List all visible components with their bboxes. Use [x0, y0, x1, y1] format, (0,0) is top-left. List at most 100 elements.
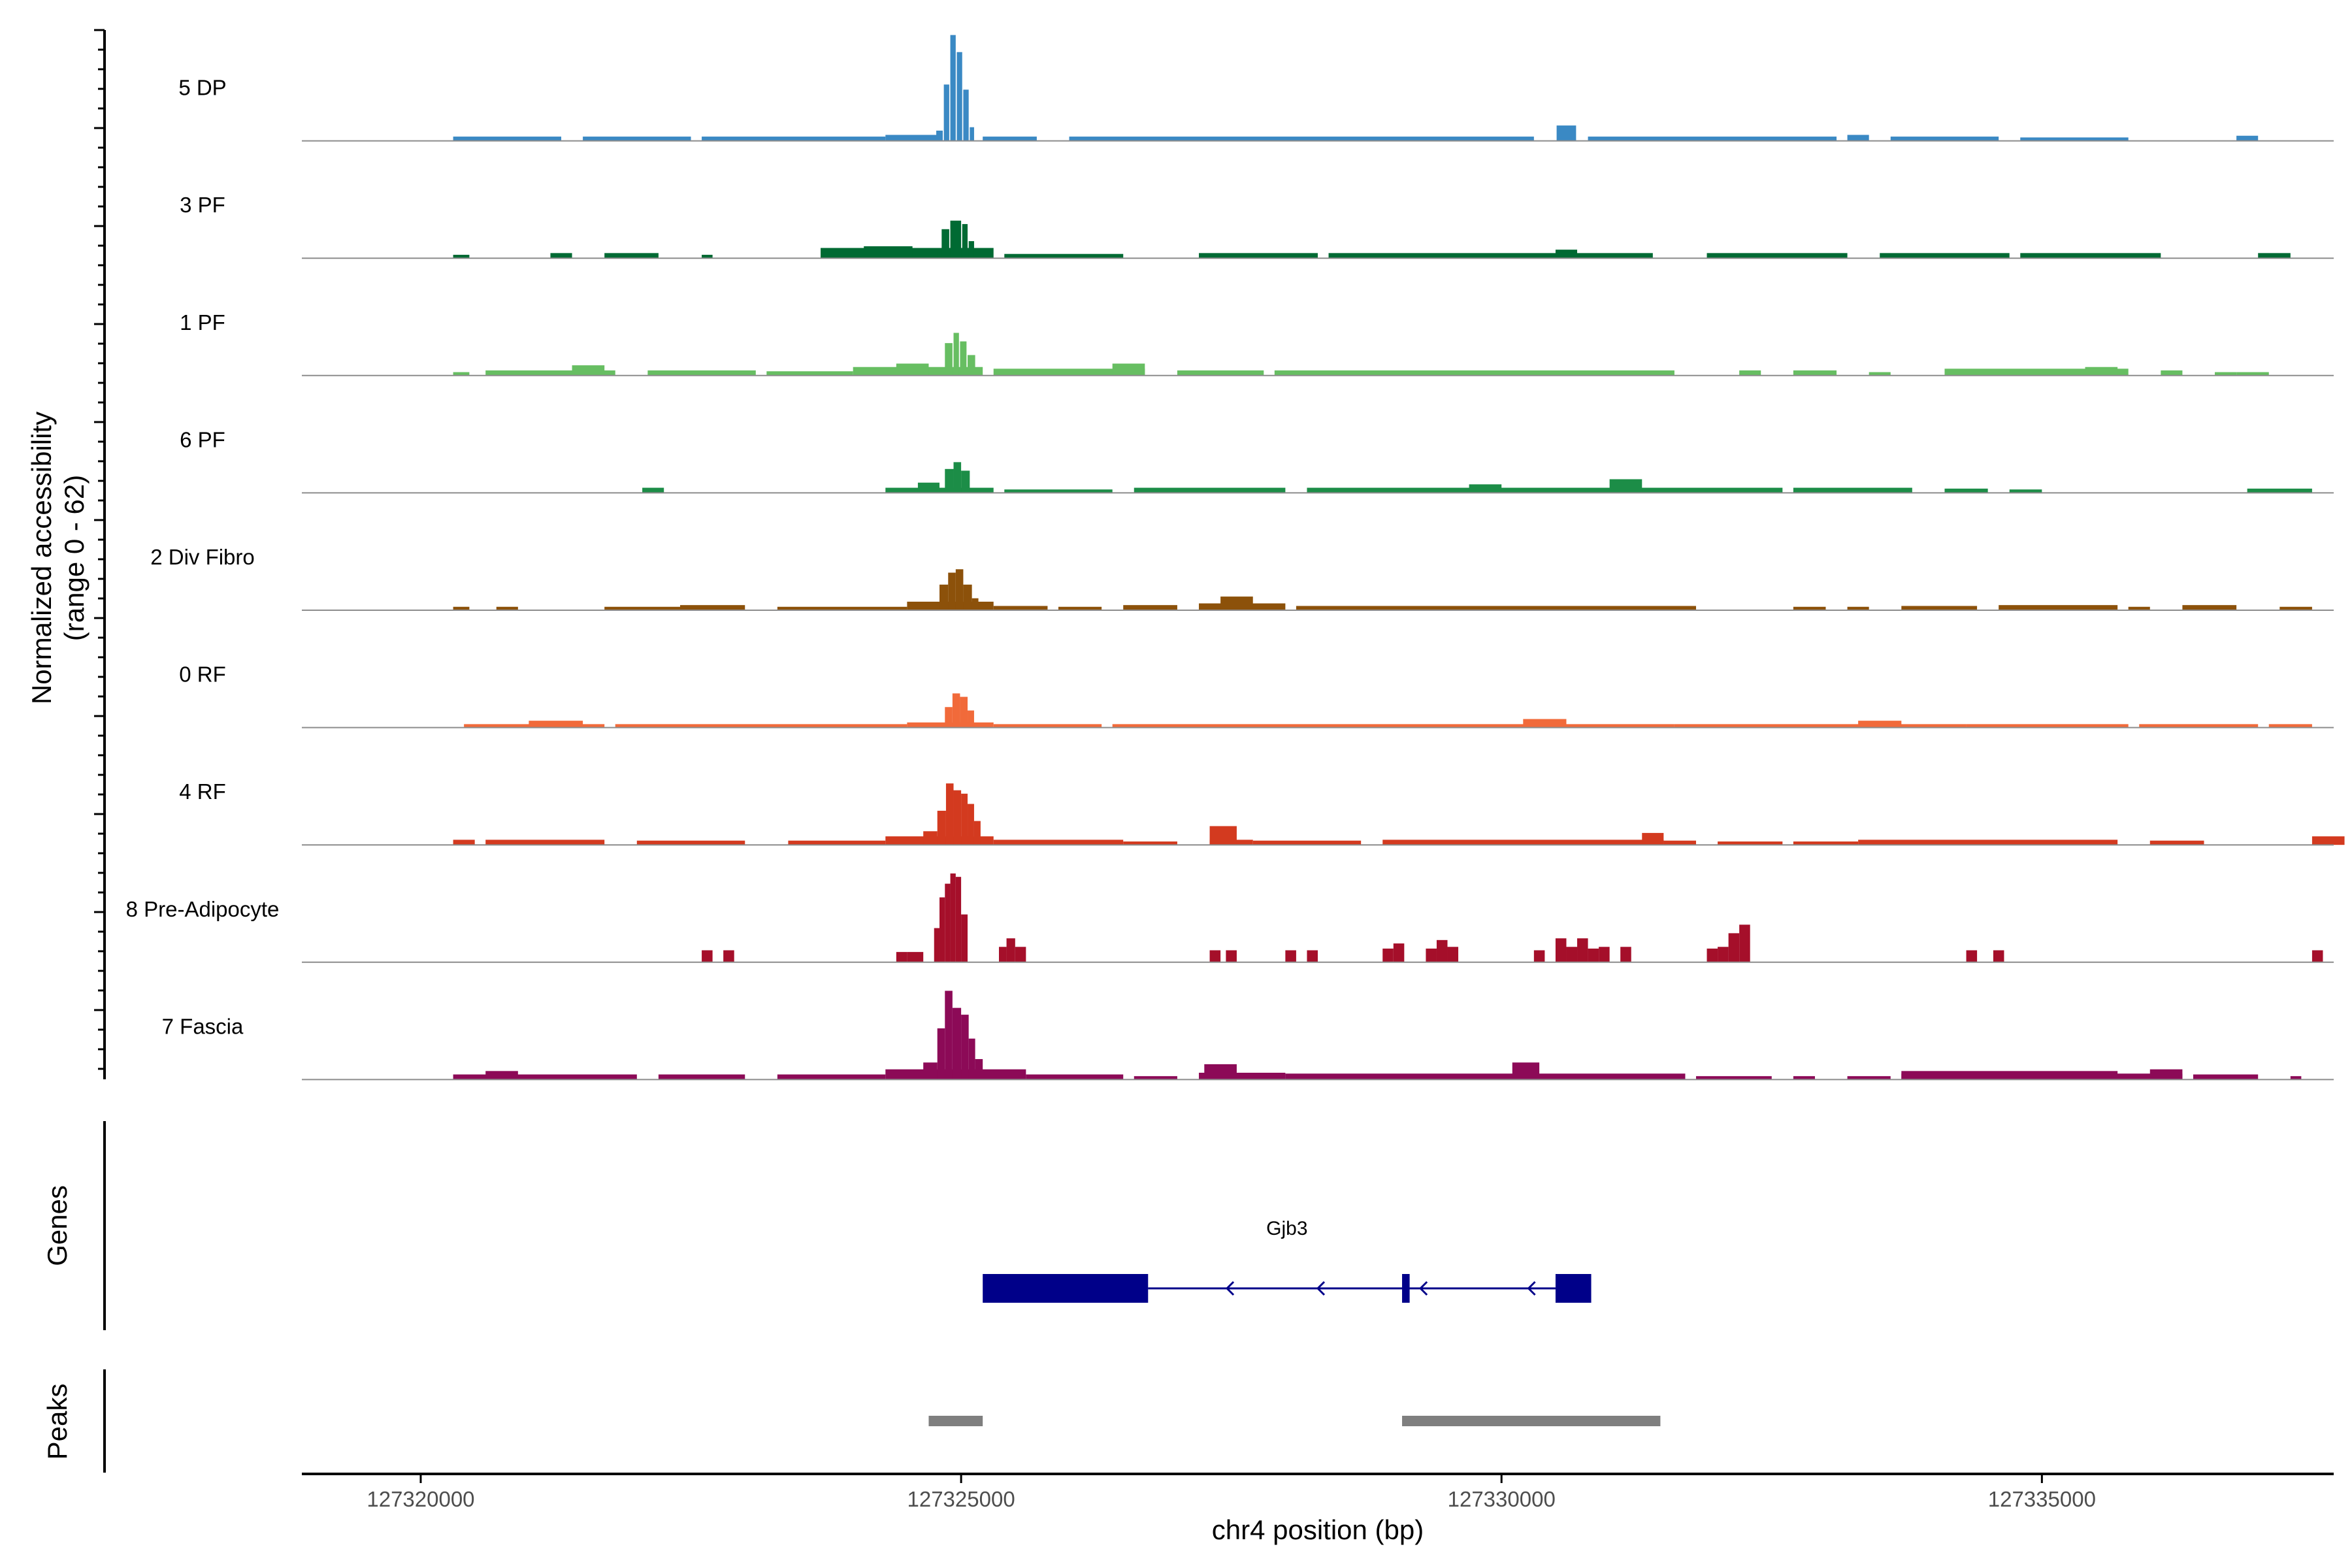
coverage-peak-mark [1307, 950, 1318, 962]
coverage-peak-mark [1718, 947, 1729, 962]
peak-regions [928, 1416, 1661, 1426]
coverage-background-mark [550, 253, 572, 259]
coverage-peak-mark [1993, 950, 2004, 962]
coverage-peak-mark [1555, 938, 1567, 962]
coverage-peak-mark [968, 804, 974, 845]
coverage-peak-mark [1620, 947, 1631, 962]
coverage-background-mark [2193, 1074, 2259, 1080]
coverage-peak-mark [1642, 832, 1664, 845]
coverage-background-mark [1123, 841, 1177, 845]
coverage-peak-mark [702, 950, 713, 962]
y-axis-title-line2: (range 0 - 62) [59, 475, 90, 641]
coverage-background-mark [2020, 253, 2161, 259]
coverage-background-mark [496, 606, 518, 610]
coverage-peak-mark [1966, 950, 1978, 962]
coverage-background-mark [1739, 370, 1761, 376]
coverage-background-mark [1999, 605, 2118, 610]
coverage-peak-mark [961, 1015, 969, 1080]
coverage-background-mark [2128, 606, 2150, 610]
coverage-background-mark [993, 368, 1145, 376]
x-axis-title: chr4 position (bp) [1212, 1514, 1424, 1545]
coverage-background-mark [1328, 253, 1653, 259]
coverage-peak-mark [934, 928, 940, 962]
coverage-background-mark [788, 840, 886, 845]
coverage-background-mark [2247, 488, 2312, 493]
coverage-peak-mark [945, 707, 953, 728]
coverage-background-mark [636, 840, 745, 845]
coverage-peak-mark [1533, 950, 1545, 962]
gene-exon [1402, 1274, 1410, 1303]
coverage-peak-mark [1566, 947, 1578, 962]
track-6: 4 RF [179, 779, 2345, 846]
gene-name-label: Gjb3 [1266, 1218, 1307, 1239]
coverage-background-mark [1069, 137, 1534, 141]
coverage-background-mark [1307, 487, 1783, 493]
track-label: 1 PF [180, 310, 225, 335]
coverage-peak-mark [572, 365, 605, 376]
coverage-background-mark [658, 1074, 745, 1080]
coverage-background-mark [1847, 135, 1869, 141]
coverage-background-mark [604, 606, 680, 610]
coverage-peak-mark [1599, 947, 1610, 962]
coverage-peak-mark [1609, 479, 1642, 493]
coverage-background-mark [1252, 840, 1362, 845]
coverage-background-mark [2161, 370, 2183, 376]
coverage-background-mark [1382, 840, 1664, 845]
coverage-peak-mark [968, 241, 974, 259]
coverage-peak-mark [1447, 947, 1459, 962]
coverage-peak-mark [1285, 950, 1296, 962]
coverage-background-mark [1134, 487, 1286, 493]
peaks-panel-title: Peaks [42, 1384, 73, 1460]
coverage-peak-mark [943, 84, 949, 141]
track-7: 8 Pre-Adipocyte [126, 873, 2334, 963]
coverage-background-mark [2279, 606, 2312, 610]
coverage-background-mark [485, 370, 615, 376]
coverage-background-mark [2020, 137, 2129, 141]
coverage-peak-mark [1556, 125, 1576, 141]
coverage-peak-mark [1512, 1062, 1540, 1080]
coverage-peak-mark [1112, 363, 1145, 376]
coverage-background-mark [2236, 135, 2259, 141]
coverage-background-mark [983, 137, 1037, 141]
coverage-background-mark [885, 135, 940, 141]
coverage-peak-mark [1436, 939, 1448, 962]
coverage-background-mark [453, 137, 562, 141]
coverage-peak-mark [960, 341, 967, 376]
coverage-background-mark [2182, 605, 2237, 610]
coverage-background-mark [777, 1074, 886, 1080]
coverage-peak-mark [936, 130, 943, 141]
coverage-background-mark [777, 606, 907, 610]
coverage-peak-mark [973, 821, 981, 845]
coverage-background-mark [1566, 724, 1674, 728]
coverage-peak-mark [485, 1071, 518, 1080]
track-1: 3 PF [180, 193, 2334, 259]
gene-exon [983, 1274, 1149, 1303]
coverage-peak-mark [923, 1062, 938, 1080]
coverage-peak-mark [968, 1038, 975, 1080]
y-axis-title-line1: Normalized accessibility [26, 412, 57, 704]
coverage-peak-mark [956, 52, 962, 141]
coverage-background-mark [1858, 840, 2118, 845]
coverage-background-mark [2236, 372, 2269, 376]
coverage-background-mark [1847, 606, 1869, 610]
coverage-background-mark [453, 372, 470, 376]
coverage-y-ticks [94, 29, 105, 1070]
coverage-background-mark [1718, 841, 1783, 845]
coverage-peak-mark [1209, 950, 1221, 962]
coverage-peak-mark [937, 1028, 945, 1080]
x-axis: 127320000 127325000 127330000 127335000 chr… [302, 1473, 2334, 1545]
coverage-background-mark [615, 724, 810, 728]
coverage-peak-mark [1858, 721, 1902, 728]
track-5: 0 RF [179, 662, 2334, 728]
coverage-background-mark [1944, 488, 1988, 493]
coverage-background-mark [1199, 1072, 1286, 1080]
coverage-background-mark [583, 137, 691, 141]
coverage-peak-mark [961, 470, 970, 493]
coverage-background-mark [1793, 487, 1912, 493]
coverage-peak-mark [2085, 367, 2118, 376]
coverage-peak-mark [1588, 948, 1599, 962]
coverage-peak-mark [1523, 719, 1567, 728]
coverage-peak-mark [963, 90, 969, 141]
coverage-background-mark [1890, 137, 1999, 141]
